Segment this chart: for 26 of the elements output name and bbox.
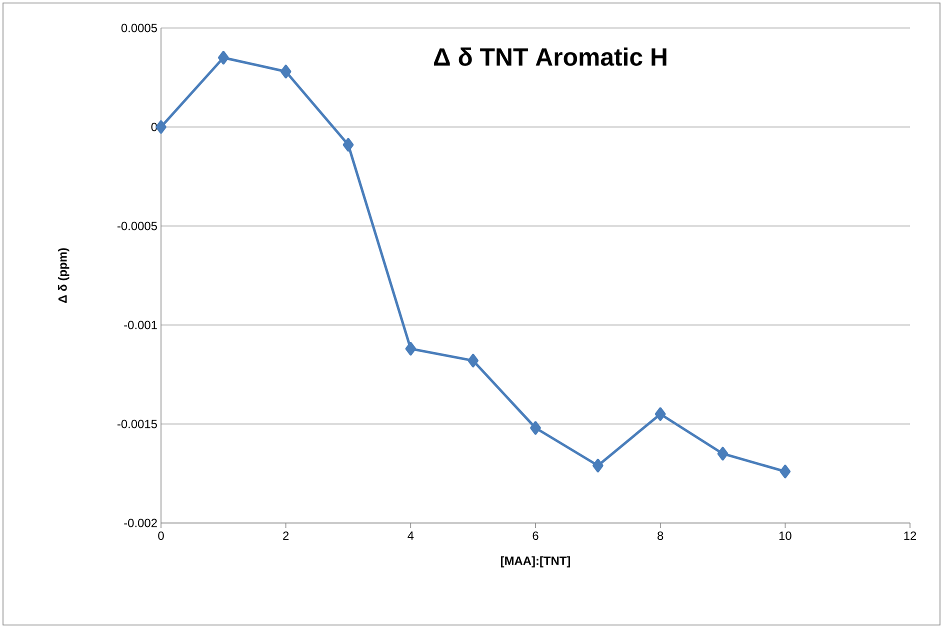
- y-tick-label: -0.002: [124, 518, 157, 528]
- y-tick-label: -0.001: [124, 320, 157, 330]
- y-tick-label: -0.0005: [117, 222, 157, 230]
- point: [405, 342, 416, 356]
- x-tick-label: 12: [904, 532, 916, 540]
- text: Δ δ TNT Aromatic H: [434, 48, 666, 66]
- y-tick-label: -0.0015: [117, 420, 157, 428]
- point: [218, 50, 229, 64]
- x-tick-label: 6: [532, 532, 538, 540]
- point: [342, 138, 354, 152]
- x-tick-label: 4: [408, 532, 414, 540]
- x-tick-label: 0: [158, 532, 164, 540]
- point: [156, 120, 166, 134]
- point: [592, 458, 604, 472]
- y-tick-label: 0.0005: [121, 24, 157, 32]
- point: [717, 446, 728, 460]
- y-axis-title: Δ δ (ppm): [58, 248, 70, 303]
- x-tick-label: 2: [283, 532, 289, 540]
- point: [780, 464, 791, 478]
- point: [654, 407, 666, 421]
- x-axis-title: [MAA]:[TNT]: [500, 556, 570, 568]
- point: [468, 354, 479, 368]
- x-tick-label: 8: [658, 532, 664, 540]
- point: [530, 421, 541, 435]
- point: [280, 64, 292, 78]
- x-tick-label: 10: [779, 532, 792, 540]
